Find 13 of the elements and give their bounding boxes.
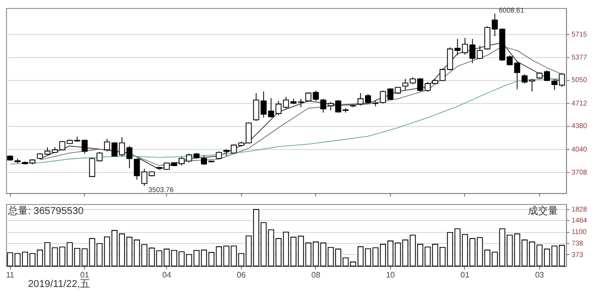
x-tick-label: 06 <box>236 270 246 280</box>
x-tick-label: 11 <box>6 270 15 280</box>
annotation: 总量: 365795530 <box>7 205 84 217</box>
annotation: 成交量 <box>528 205 558 217</box>
candlestick <box>14 158 21 164</box>
x-tick-label: 01 <box>460 270 470 280</box>
x-tick-label: 01 <box>80 270 90 280</box>
x-tick-label: 08 <box>311 270 321 280</box>
text: 2019/11/22,五 <box>28 279 90 290</box>
candlestick <box>372 100 378 107</box>
x-tick-label: 03 <box>535 270 545 280</box>
x-tick-label: 10 <box>386 270 396 280</box>
x-tick-label: 04 <box>162 270 172 280</box>
